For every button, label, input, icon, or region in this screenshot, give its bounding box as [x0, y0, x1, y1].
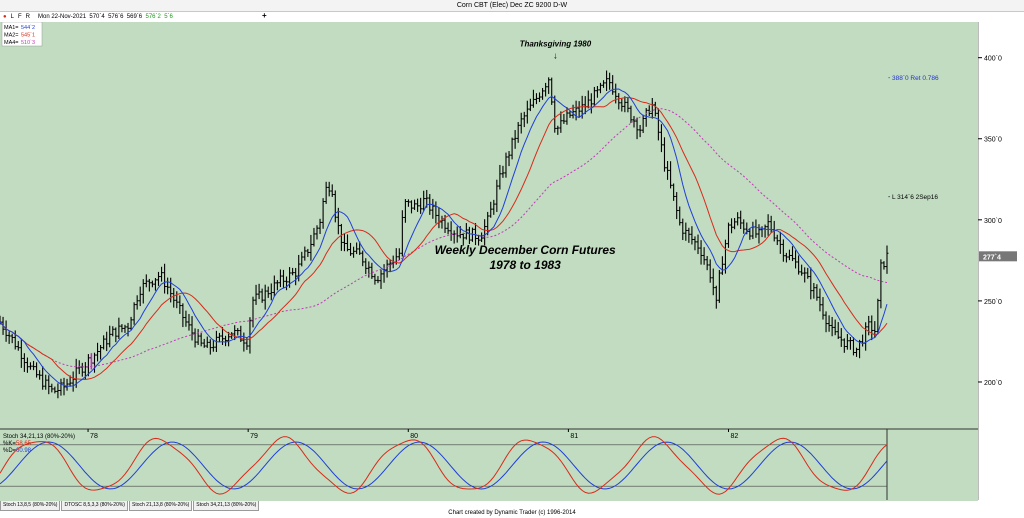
ohlc-close: 576`2 [145, 14, 161, 20]
tab-stoch-34-21-13[interactable]: Stoch 34,21,13 (80%-20%) [193, 501, 260, 511]
right-margin-background [887, 22, 978, 500]
chart-subtitle: 1978 to 1983 [489, 258, 561, 272]
info-bar: ● L F R Mon 22-Nov-2021 570`4 576`6 569`6 5… [0, 11, 1024, 23]
tool-f[interactable]: F [17, 14, 22, 20]
red-dot-icon[interactable]: ● [3, 14, 7, 20]
tab-dtosc-8-5-3-3[interactable]: DTOSC 8,5,3,3 (80%-20%) [61, 501, 128, 511]
ma2-line [0, 96, 888, 381]
ma4-line [0, 108, 888, 368]
low-marker: - [888, 194, 891, 201]
indicator-tabs: Stoch 13,8,5 (80%-20%) DTOSC 8,5,3,3 (80%… [0, 501, 300, 511]
stoch-k-value: 58.65 [16, 441, 32, 447]
ohlc-high: 576`6 [108, 14, 124, 20]
plot-background [0, 22, 978, 501]
stoch-panel-label: Stoch 34,21,13 (80%-20%) [3, 434, 75, 440]
low-label: L 314`6 2Sep16 [892, 194, 938, 201]
stoch-d-value: 60.98 [16, 448, 32, 454]
ma1-line [0, 88, 888, 387]
stoch-k-name: %K= [3, 441, 16, 447]
ohlc-change: 5`6 [164, 14, 173, 20]
legend-box [1, 22, 43, 47]
x-tick-label: 79 [250, 433, 258, 440]
stoch-d-name: %D= [3, 448, 17, 454]
tool-l[interactable]: L [10, 14, 14, 20]
last-price-label: 277`4 [983, 254, 1001, 261]
retracement-label: 388`0 Ret 0.786 [892, 75, 939, 82]
last-price-badge [979, 251, 1017, 262]
y-tick-label: 350`0 [984, 137, 1002, 144]
ma-legend [1, 22, 43, 47]
legend-ma4-value: 510`3 [21, 40, 35, 46]
stoch-k-line [0, 436, 888, 495]
y-tick-label: 250`0 [984, 299, 1002, 306]
tab-stoch-13-8-5[interactable]: Stoch 13,8,5 (80%-20%) [0, 501, 61, 511]
thanksgiving-arrow-icon: ↓ [553, 51, 558, 61]
toolbar: ● L F R [3, 12, 34, 22]
stoch-d-line [0, 441, 888, 490]
tab-stoch-21-13-8[interactable]: Stoch 21,13,8 (80%-20%) [128, 501, 193, 511]
legend-ma2-value: 545`1 [21, 33, 35, 39]
x-tick-label: 81 [570, 433, 578, 440]
y-tick-label: 200`0 [984, 380, 1002, 387]
ohlc-open: 570`4 [89, 14, 105, 20]
chart-credit: Chart created by Dynamic Trader (c) 1996… [448, 510, 576, 516]
x-tick-label: 80 [410, 433, 418, 440]
legend-ma1-label: MA1= [4, 25, 19, 31]
tool-r[interactable]: R [25, 14, 30, 20]
x-tick-label: 82 [730, 433, 738, 440]
legend-ma1-value: 544`2 [21, 25, 35, 31]
price-axis-background [978, 22, 1024, 501]
window-title: Corn CBT (Elec) Dec ZC 9200 D-W [0, 0, 1024, 12]
legend-ma2-label: MA2= [4, 33, 19, 39]
retracement-marker: - [888, 75, 891, 82]
y-tick-label: 300`0 [984, 218, 1002, 225]
thanksgiving-annotation: Thanksgiving 1980 [520, 40, 592, 49]
legend-ma4-label: MA4= [4, 40, 19, 46]
y-tick-label: 400`0 [984, 56, 1002, 63]
x-tick-label: 78 [90, 433, 98, 440]
ohlc-low: 569`6 [126, 14, 143, 20]
date-text: Mon 22-Nov-2021 [38, 14, 87, 20]
quote-date: Mon 22-Nov-2021 570`4 576`6 569`6 576`2 … [38, 12, 173, 22]
add-button[interactable]: + [262, 11, 267, 20]
chart-title: Weekly December Corn Futures [435, 243, 616, 257]
